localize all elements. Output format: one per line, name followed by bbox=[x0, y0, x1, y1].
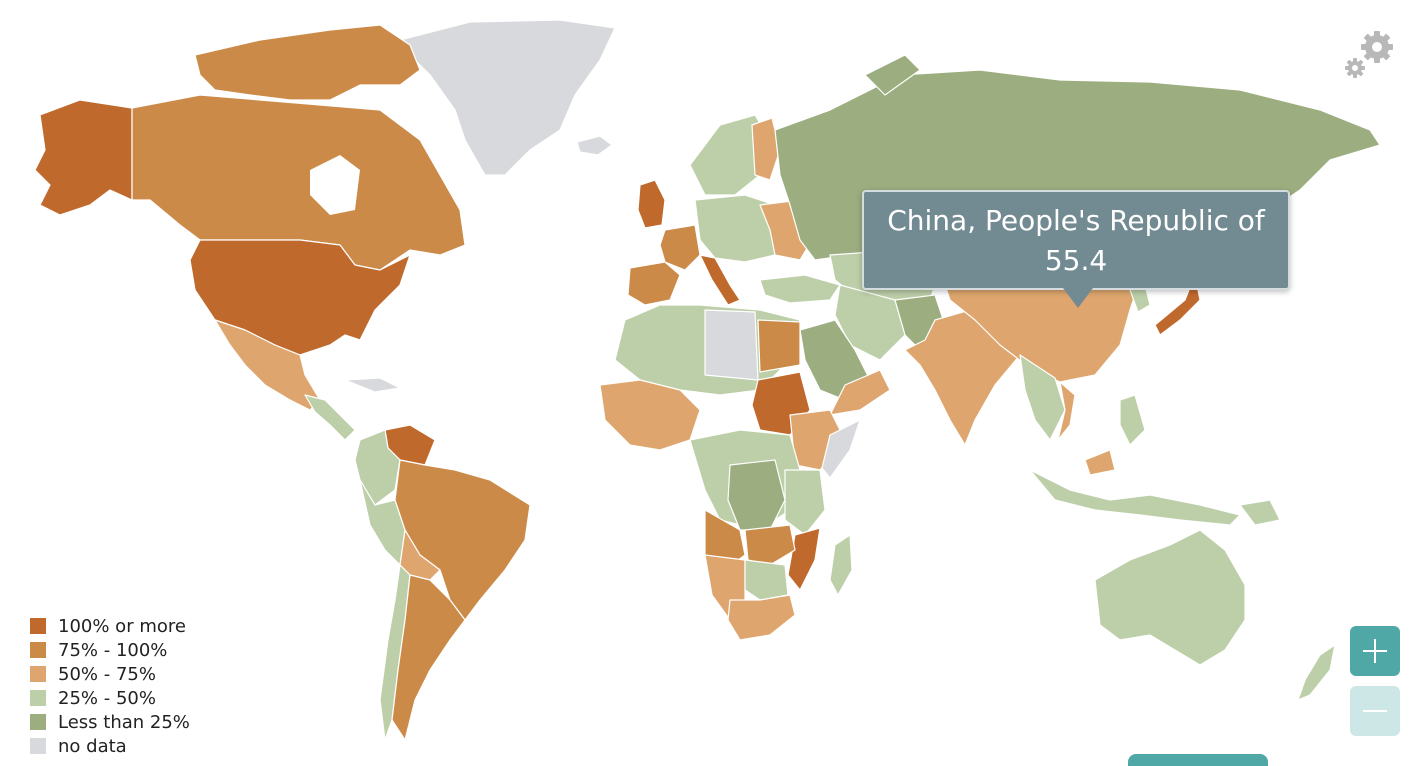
region-philippines[interactable] bbox=[1119, 394, 1146, 446]
legend-item-100-or-more: 100% or more bbox=[30, 614, 190, 638]
region-mozambique[interactable] bbox=[787, 527, 821, 591]
region-somalia[interactable] bbox=[821, 419, 861, 479]
region-usa[interactable] bbox=[189, 239, 411, 356]
region-egypt[interactable] bbox=[757, 319, 801, 373]
region-turkey[interactable] bbox=[759, 274, 841, 304]
legend-label: 50% - 75% bbox=[58, 663, 156, 685]
plus-icon bbox=[1363, 639, 1387, 663]
legend-item-25-50: 25% - 50% bbox=[30, 686, 190, 710]
region-australia[interactable] bbox=[1094, 529, 1246, 666]
region-canada-islands[interactable] bbox=[194, 24, 421, 101]
region-new-zealand[interactable] bbox=[1297, 644, 1336, 701]
legend-label: no data bbox=[58, 735, 127, 757]
legend-swatch bbox=[30, 738, 46, 754]
tooltip: China, People's Republic of 55.4 bbox=[862, 190, 1290, 290]
region-yemen-oman[interactable] bbox=[829, 369, 891, 416]
region-canada[interactable] bbox=[131, 94, 466, 271]
legend-label: 75% - 100% bbox=[58, 639, 168, 661]
region-france[interactable] bbox=[659, 224, 701, 271]
region-madagascar[interactable] bbox=[829, 534, 853, 596]
region-central-america[interactable] bbox=[304, 394, 356, 441]
legend-item-75-100: 75% - 100% bbox=[30, 638, 190, 662]
legend: 100% or more 75% - 100% 50% - 75% 25% - … bbox=[30, 614, 190, 758]
region-zambia[interactable] bbox=[744, 524, 796, 566]
zoom-in-button[interactable] bbox=[1350, 626, 1400, 676]
bottom-panel-tab[interactable] bbox=[1128, 754, 1268, 766]
region-finland[interactable] bbox=[751, 117, 781, 181]
region-botswana[interactable] bbox=[744, 559, 789, 601]
legend-item-less-than-25: Less than 25% bbox=[30, 710, 190, 734]
region-hudson-bay bbox=[310, 155, 360, 215]
legend-swatch bbox=[30, 642, 46, 658]
legend-swatch bbox=[30, 714, 46, 730]
legend-swatch bbox=[30, 618, 46, 634]
legend-swatch bbox=[30, 666, 46, 682]
zoom-out-button[interactable] bbox=[1350, 686, 1400, 736]
region-japan[interactable] bbox=[1154, 274, 1201, 336]
region-malaysia[interactable] bbox=[1084, 449, 1116, 476]
region-south-africa[interactable] bbox=[727, 594, 796, 641]
legend-label: 25% - 50% bbox=[58, 687, 156, 709]
region-greenland[interactable] bbox=[399, 19, 616, 176]
region-iceland[interactable] bbox=[576, 135, 613, 156]
minus-icon bbox=[1363, 710, 1387, 712]
legend-swatch bbox=[30, 690, 46, 706]
region-east-africa[interactable] bbox=[784, 469, 826, 536]
legend-label: 100% or more bbox=[58, 615, 186, 637]
region-italy[interactable] bbox=[699, 254, 741, 306]
legend-item-50-75: 50% - 75% bbox=[30, 662, 190, 686]
legend-item-no-data: no data bbox=[30, 734, 190, 758]
tooltip-value: 55.4 bbox=[1044, 244, 1108, 277]
tooltip-country: China, People's Republic of bbox=[887, 204, 1265, 237]
region-caribbean[interactable] bbox=[344, 377, 401, 393]
region-indonesia[interactable] bbox=[1029, 469, 1241, 526]
region-papua[interactable] bbox=[1239, 499, 1281, 526]
region-vietnam[interactable] bbox=[1057, 381, 1076, 441]
gear-icon[interactable] bbox=[1340, 26, 1400, 90]
region-novaya-zemlya[interactable] bbox=[864, 54, 921, 96]
region-uk[interactable] bbox=[637, 179, 666, 229]
region-libya[interactable] bbox=[704, 309, 759, 381]
tooltip-pointer bbox=[1063, 288, 1093, 308]
region-southeast-asia[interactable] bbox=[1019, 354, 1066, 441]
region-argentina[interactable] bbox=[391, 574, 466, 741]
region-iberia[interactable] bbox=[627, 261, 681, 306]
legend-label: Less than 25% bbox=[58, 711, 190, 733]
region-colombia[interactable] bbox=[354, 429, 401, 506]
region-alaska[interactable] bbox=[34, 99, 133, 216]
